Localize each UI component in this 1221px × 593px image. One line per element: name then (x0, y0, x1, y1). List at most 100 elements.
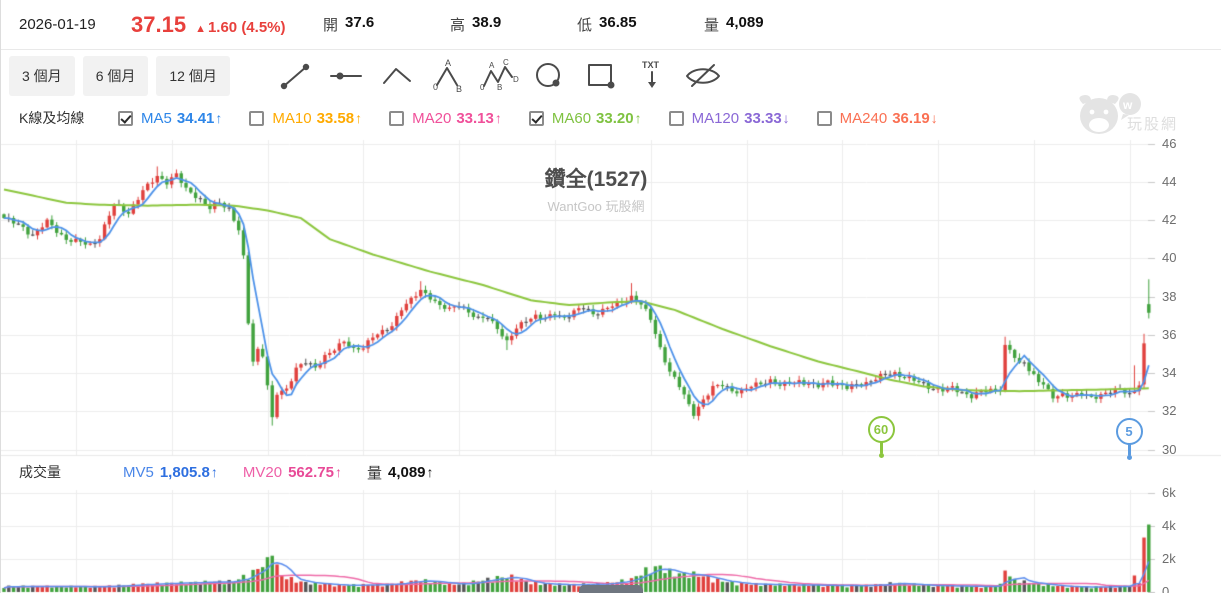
ma-name: MA120 (691, 109, 740, 127)
ma-trend-arrow: ↑ (355, 110, 363, 126)
marker-stem (1127, 443, 1131, 456)
mv-item-mv5: MV5 1,805.8 ↑ (123, 462, 218, 483)
volume-axis-label: 0 (1162, 584, 1170, 593)
ma60-checkbox[interactable] (528, 110, 544, 126)
ma-toggle-ma5: MA5 34.41 ↑ (118, 110, 222, 127)
ma-items: MA5 34.41 ↑ MA10 33.58 ↑ MA20 33.13 ↑ MA60 33.20 ↑ M… (118, 110, 965, 127)
quote-field-value: 4,089 (726, 14, 764, 31)
wantgoo-brand-text: 玩股網 (1127, 115, 1179, 133)
quote-field-label: 高 (450, 17, 466, 34)
ma-name: MA10 (272, 109, 312, 127)
ma-name: MA20 (412, 109, 452, 127)
angle-line-icon[interactable] (376, 58, 418, 94)
ma-toggle-ma20: MA20 33.13 ↑ (389, 110, 502, 127)
svg-text:w: w (1122, 98, 1133, 112)
svg-text:A: A (445, 59, 451, 68)
last-price-group: 37.15 ▲ 1.60 (4.5%) (131, 12, 323, 38)
volume-bar-label: 成交量 (19, 464, 61, 480)
ma-trend-arrow: ↑ (494, 110, 502, 126)
mv-trend-arrow: ↑ (210, 464, 218, 480)
ma-name: MA240 (839, 109, 888, 127)
marker-tip (878, 453, 884, 458)
svg-text:D: D (513, 75, 519, 84)
mv-trend-arrow: ↑ (426, 464, 434, 480)
price-axis-label: 40 (1162, 250, 1177, 266)
marker-stem (879, 441, 883, 454)
ma-trend-arrow: ↓ (782, 110, 790, 126)
price-change-value: 1.60 (4.5%) (207, 18, 286, 36)
period-button-3[interactable]: 12 個月 (156, 56, 230, 96)
price-axis-label: 46 (1162, 135, 1177, 151)
rectangle-shape-icon[interactable] (580, 58, 622, 94)
ma20-checkbox[interactable] (389, 110, 405, 126)
mv-value: 1,805.8 (159, 463, 210, 481)
ma10-checkbox[interactable] (249, 110, 265, 126)
quote-field: 低 36.85 (577, 14, 704, 35)
ma-value: 33.58 (316, 109, 355, 127)
hide-drawings-icon[interactable] (682, 58, 724, 94)
circle-shape-icon[interactable] (529, 58, 571, 94)
price-axis-label: 32 (1162, 403, 1177, 419)
ma-trend-arrow: ↑ (634, 110, 642, 126)
mv-item-mv20: MV20 562.75 ↑ (243, 462, 342, 483)
quote-field-label: 量 (704, 17, 720, 34)
ma-name: MA5 (141, 109, 172, 127)
chart-title: 鑽全(1527) (544, 168, 648, 191)
price-axis-label: 42 (1162, 212, 1177, 227)
ma-toggle-ma10: MA10 33.58 ↑ (249, 110, 362, 127)
mv-item-量: 量 4,089 ↑ (367, 462, 434, 483)
quote-field: 開 37.6 (323, 14, 450, 35)
period-button-1[interactable]: 3 個月 (9, 56, 75, 96)
quote-field-value: 37.6 (345, 14, 375, 31)
volume-legend-bar: 成交量 MV5 1,805.8 ↑ MV20 562.75 ↑ 量 4,089 ↑ (1, 457, 459, 487)
trend-line-icon[interactable] (274, 58, 316, 94)
price-axis-label: 38 (1162, 288, 1177, 304)
text-annotation-icon[interactable]: TXT (631, 58, 673, 94)
price-change: ▲ 1.60 (4.5%) (195, 19, 285, 36)
abc-wave-icon[interactable]: 0 A B (427, 58, 469, 94)
mv-trend-arrow: ↑ (334, 464, 342, 480)
quote-header: 2026-01-19 37.15 ▲ 1.60 (4.5%) 開 37.6 高 38.9… (1, 0, 1221, 50)
svg-text:TXT: TXT (642, 60, 660, 70)
ma-bar-label: K線及均線 (19, 110, 85, 126)
price-axis-label: 34 (1162, 365, 1177, 380)
period-buttons: 3 個月 6 個月 12 個月 (9, 56, 230, 96)
volume-axis-label: 2k (1162, 551, 1176, 566)
svg-text:A: A (489, 61, 495, 70)
wantgoo-watermark: w 玩股網 (1073, 90, 1203, 144)
volume-axis-label: 6k (1162, 485, 1176, 500)
ma-toggle-ma240: MA240 36.19 ↓ (816, 109, 938, 127)
last-price: 37.15 (131, 11, 187, 37)
ma-value: 33.13 (456, 109, 494, 127)
quote-field: 量 4,089 (704, 14, 831, 35)
svg-text:B: B (497, 83, 502, 92)
period-button-2[interactable]: 6 個月 (82, 56, 149, 96)
price-axis-label: 30 (1162, 441, 1177, 457)
ma-legend-bar: K線及均線 MA5 34.41 ↑ MA10 33.58 ↑ MA20 33.13 ↑ MA60 3… (1, 100, 1161, 136)
ma-toggle-ma120: MA120 33.33 ↓ (668, 109, 790, 127)
quote-date: 2026-01-19 (19, 16, 96, 33)
quote-field: 高 38.9 (450, 14, 577, 35)
ma-toggle-ma60: MA60 33.20 ↑ (528, 109, 642, 127)
ma5-checkbox[interactable] (118, 110, 133, 126)
horizontal-line-icon[interactable] (325, 58, 367, 94)
ma-trend-arrow: ↓ (930, 110, 938, 126)
ma-name: MA60 (551, 109, 592, 127)
quote-field-value: 36.85 (599, 14, 637, 31)
ma60-end-marker: 60 (867, 415, 895, 443)
ma120-checkbox[interactable] (668, 110, 684, 126)
mv-value: 4,089 (387, 463, 426, 481)
svg-text:0: 0 (433, 82, 438, 92)
scrollbar-thumb[interactable] (579, 585, 643, 593)
ma240-checkbox[interactable] (816, 110, 832, 126)
mv-value: 562.75 (288, 463, 334, 481)
mv-name: MV5 (123, 463, 154, 481)
ma-value: 34.41 (176, 109, 215, 127)
ma-value: 33.33 (744, 109, 782, 127)
svg-text:B: B (456, 84, 462, 93)
quote-field-label: 低 (577, 17, 593, 34)
